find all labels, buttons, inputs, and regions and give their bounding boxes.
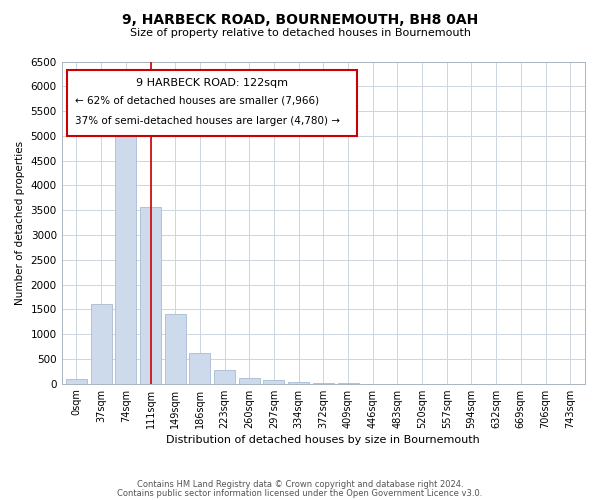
X-axis label: Distribution of detached houses by size in Bournemouth: Distribution of detached houses by size … (166, 435, 480, 445)
Text: Size of property relative to detached houses in Bournemouth: Size of property relative to detached ho… (130, 28, 470, 38)
Bar (140, 206, 161, 384)
Bar (165, 314, 186, 384)
Text: Contains public sector information licensed under the Open Government Licence v3: Contains public sector information licen… (118, 488, 482, 498)
FancyBboxPatch shape (67, 70, 358, 136)
Text: ← 62% of detached houses are smaller (7,966): ← 62% of detached houses are smaller (7,… (75, 96, 319, 106)
Bar (91, 304, 112, 384)
Text: 9, HARBECK ROAD, BOURNEMOUTH, BH8 0AH: 9, HARBECK ROAD, BOURNEMOUTH, BH8 0AH (122, 12, 478, 26)
Y-axis label: Number of detached properties: Number of detached properties (15, 140, 25, 304)
Bar (239, 378, 260, 384)
Bar (214, 370, 235, 384)
Bar (115, 134, 136, 384)
Bar (190, 353, 211, 384)
Text: 9 HARBECK ROAD: 122sqm: 9 HARBECK ROAD: 122sqm (136, 78, 288, 88)
Text: Contains HM Land Registry data © Crown copyright and database right 2024.: Contains HM Land Registry data © Crown c… (137, 480, 463, 489)
Text: 37% of semi-detached houses are larger (4,780) →: 37% of semi-detached houses are larger (… (75, 116, 340, 126)
Bar (288, 382, 309, 384)
Bar (263, 380, 284, 384)
Bar (66, 378, 87, 384)
